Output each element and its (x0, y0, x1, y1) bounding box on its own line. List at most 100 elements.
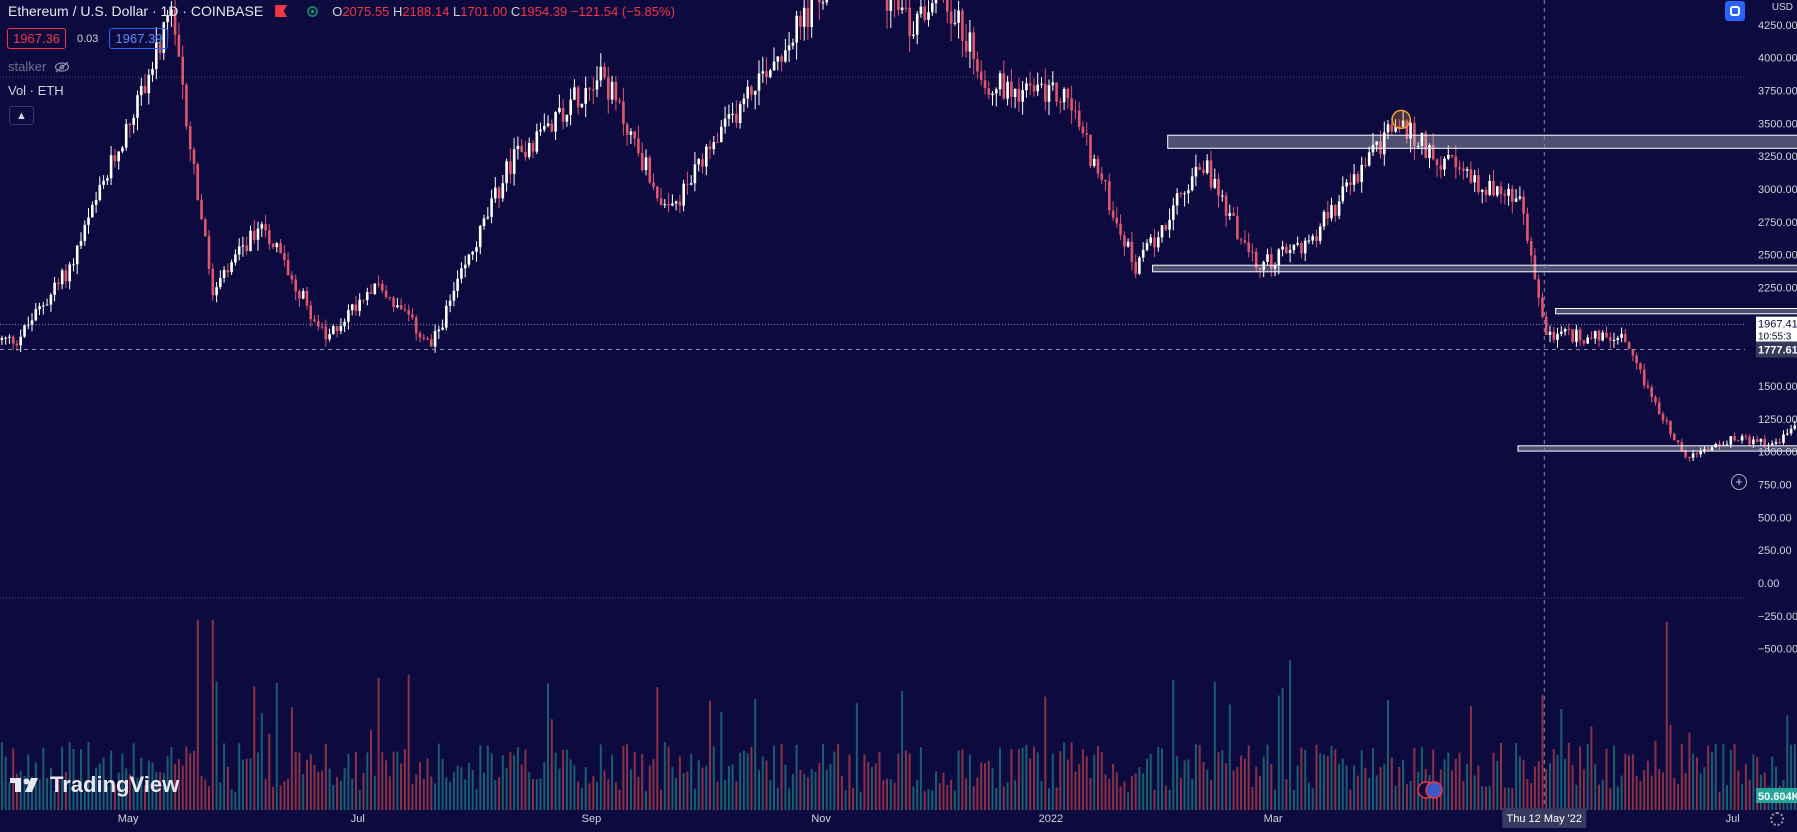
volume-bar (1530, 783, 1533, 810)
candle (708, 146, 712, 150)
candle (471, 251, 474, 255)
volume-bar (1639, 781, 1642, 810)
candle (1349, 182, 1352, 185)
candle (1221, 195, 1224, 197)
candle (1631, 348, 1635, 356)
last-price-label: 1967.41 (1758, 319, 1797, 331)
candle (1405, 120, 1409, 139)
volume-bar (253, 686, 256, 810)
volume-bar (1194, 744, 1197, 810)
volume-bar (558, 768, 561, 810)
volume-bar (1744, 764, 1747, 810)
candle (1190, 176, 1194, 191)
price-tick-label: 2750.00 (1758, 217, 1797, 229)
volume-bar (1613, 745, 1615, 810)
price-tick-label: 750.00 (1758, 480, 1792, 492)
symbol-title[interactable]: Ethereum / U.S. Dollar · 1D · COINBASE (8, 3, 264, 19)
volume-bar (1319, 753, 1322, 810)
candle (946, 0, 949, 12)
candle (49, 294, 53, 305)
volume-bar (449, 781, 452, 810)
time-tick-label: Jul (1726, 813, 1740, 825)
candle (1383, 132, 1386, 155)
candle (132, 118, 135, 125)
volume-bar (788, 788, 791, 810)
volume-bar (795, 744, 798, 810)
candle (1507, 188, 1510, 196)
volume-bar (4, 756, 7, 810)
volume-bar (622, 746, 625, 810)
volume-bar (1500, 742, 1502, 810)
candle (689, 183, 693, 185)
volume-bar (596, 782, 598, 810)
candle (1552, 331, 1556, 340)
candle (350, 304, 354, 311)
currency-selector[interactable]: USD (1771, 2, 1793, 13)
tradingview-logo[interactable]: TradingView (10, 772, 179, 798)
gear-icon[interactable] (1770, 812, 1784, 826)
volume-bar (889, 779, 892, 810)
volume-bar (1586, 744, 1589, 810)
volume-bar (1247, 745, 1250, 810)
volume-bar (76, 787, 79, 810)
candle (1051, 82, 1055, 86)
indicator-legend[interactable]: stalker (8, 59, 70, 74)
volume-bar (754, 699, 757, 810)
candle (1673, 433, 1676, 441)
candle (4, 337, 7, 339)
add-alert-button[interactable]: + (1731, 474, 1747, 490)
chart-settings-button[interactable] (1725, 1, 1745, 21)
volume-bar (275, 682, 278, 810)
collapse-legend-button[interactable]: ▲ (9, 106, 34, 125)
volume-bar (1409, 780, 1412, 810)
volume-bar (1733, 743, 1736, 810)
candle (580, 103, 584, 108)
candle (1533, 255, 1537, 280)
candle (1292, 244, 1296, 250)
volume-bar (731, 764, 734, 810)
sell-button[interactable]: 1967.36 (7, 28, 66, 49)
candle (158, 42, 162, 53)
candle (497, 187, 501, 199)
volume-bar (995, 788, 998, 810)
candle (923, 6, 926, 20)
square-icon (1730, 6, 1740, 16)
volume-bar (1274, 789, 1276, 810)
candle (381, 283, 384, 291)
volume-bar (1146, 758, 1148, 810)
volume-bar (720, 711, 723, 810)
volume-bar (264, 778, 267, 810)
candle (678, 201, 682, 206)
candle (1059, 101, 1062, 103)
candle (1620, 333, 1623, 338)
candle (1657, 402, 1661, 414)
volume-bar (773, 745, 775, 810)
price-tick-label: 1000.00 (1758, 447, 1797, 459)
volume-bar (916, 780, 919, 810)
volume-bar (238, 743, 241, 810)
candle (411, 314, 414, 318)
volume-bar (1217, 752, 1220, 810)
candle (592, 89, 595, 91)
candle (1334, 205, 1337, 216)
candle (1480, 189, 1484, 192)
buy-button[interactable]: 1967.39 (109, 28, 169, 49)
volume-legend[interactable]: Vol · ETH (8, 83, 64, 98)
candle (1669, 421, 1672, 434)
hidden-eye-icon[interactable] (54, 61, 70, 73)
volume-bar (102, 757, 105, 810)
candle (1612, 339, 1616, 341)
flag-icon[interactable] (275, 5, 288, 17)
price-tick-label: 3500.00 (1758, 118, 1797, 130)
candle (305, 291, 309, 306)
candle (1778, 442, 1782, 444)
volume-bar (83, 791, 86, 810)
volume-bar (159, 772, 162, 810)
volume-bar (923, 791, 926, 810)
volume-bar (483, 772, 485, 810)
candle (761, 71, 765, 74)
candle (1774, 442, 1778, 444)
candle (806, 7, 810, 28)
